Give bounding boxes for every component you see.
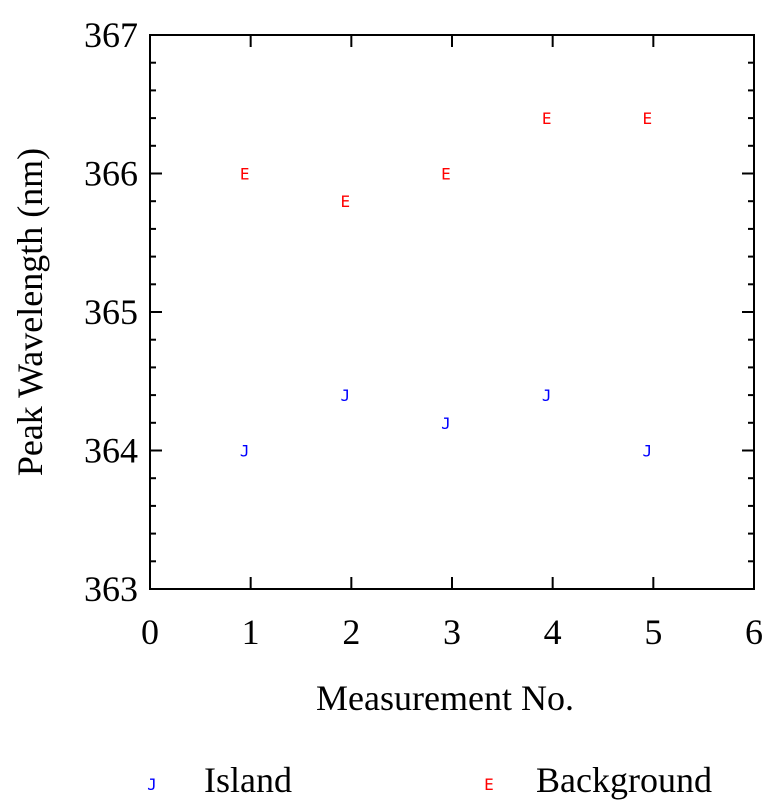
legend: J Island E Background <box>147 760 712 800</box>
y-axis-tick-labels: 363 364 365 366 367 <box>84 15 138 609</box>
data-point-island: J <box>542 386 552 405</box>
data-point-island: J <box>441 414 451 433</box>
y-tick-label: 363 <box>84 569 138 609</box>
x-tick-label: 5 <box>644 612 662 652</box>
x-tick-label: 3 <box>443 612 461 652</box>
data-point-background: E <box>441 165 451 184</box>
data-point-island: J <box>643 442 653 461</box>
y-axis-label: Peak Wavelength (nm) <box>10 148 50 476</box>
data-point-island: J <box>240 442 250 461</box>
x-tick-label: 0 <box>141 612 159 652</box>
data-point-background: E <box>341 192 351 211</box>
y-tick-label: 365 <box>84 292 138 332</box>
y-axis-ticks <box>150 34 754 590</box>
data-markers: J J J J J E E E E E <box>240 109 652 460</box>
legend-label-island: Island <box>204 760 292 800</box>
y-tick-label: 364 <box>84 431 138 471</box>
x-axis-tick-labels: 0 1 2 3 4 5 6 <box>141 612 763 652</box>
legend-label-background: Background <box>536 760 712 800</box>
legend-marker-background: E <box>484 775 494 794</box>
plot-area-frame <box>149 34 755 590</box>
x-tick-label: 6 <box>745 612 763 652</box>
x-axis-ticks <box>149 35 755 589</box>
data-point-background: E <box>643 109 653 128</box>
legend-marker-island: J <box>147 775 157 794</box>
x-tick-label: 1 <box>242 612 260 652</box>
data-point-background: E <box>542 109 552 128</box>
x-tick-label: 2 <box>342 612 360 652</box>
y-tick-label: 367 <box>84 15 138 55</box>
x-axis-label: Measurement No. <box>316 678 574 718</box>
data-point-island: J <box>341 386 351 405</box>
data-point-background: E <box>240 165 250 184</box>
x-tick-label: 4 <box>544 612 562 652</box>
y-tick-label: 366 <box>84 154 138 194</box>
